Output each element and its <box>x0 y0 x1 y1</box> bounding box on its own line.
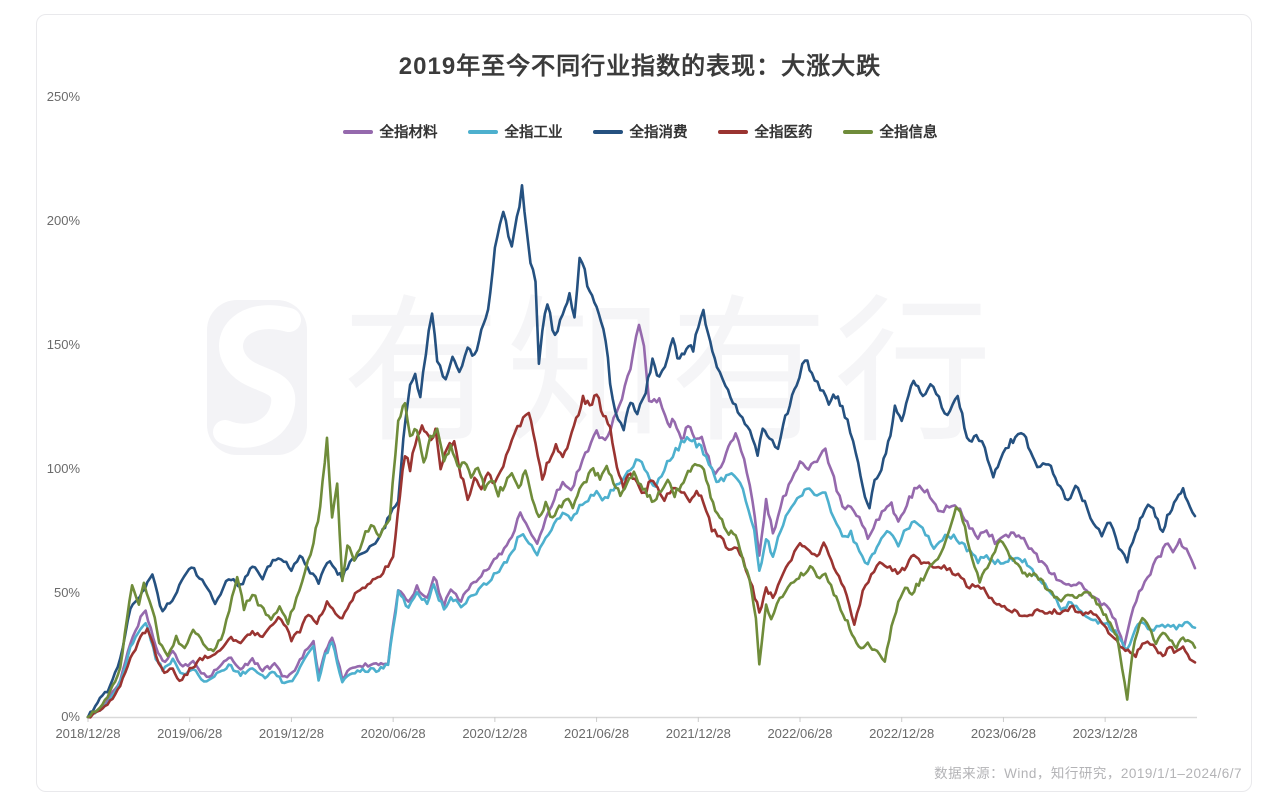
legend-swatch-icon <box>592 129 623 134</box>
legend-item: 全指工业 <box>467 121 563 142</box>
x-axis-tick-label: 2023/06/28 <box>970 726 1036 741</box>
legend-label: 全指信息 <box>879 125 938 141</box>
legend-label: 全指工业 <box>504 125 563 141</box>
series-line-全指医药 <box>86 393 1197 719</box>
source-note: 数据来源：Wind，知行研究，2019/1/1–2024/6/7 <box>934 766 1242 781</box>
x-axis-tick-label: 2022/12/28 <box>869 726 935 741</box>
series-line-全指工业 <box>86 436 1197 719</box>
legend-label: 全指材料 <box>379 125 438 141</box>
legend-label: 全指医药 <box>754 125 813 141</box>
legend-swatch-icon <box>342 129 373 134</box>
legend-item: 全指信息 <box>842 121 938 142</box>
y-axis-tick-label: 0% <box>61 709 80 724</box>
x-axis-tick-label: 2020/12/28 <box>462 726 528 741</box>
legend-item: 全指材料 <box>342 121 438 142</box>
series-line-全指信息 <box>86 401 1197 719</box>
y-axis-tick-label: 250% <box>46 89 80 104</box>
legend-swatch-icon <box>842 129 873 134</box>
legend-swatch-icon <box>717 129 748 134</box>
x-axis-tick-label: 2018/12/28 <box>55 726 121 741</box>
legend-swatch-icon <box>467 129 498 134</box>
y-axis-tick-label: 200% <box>46 213 80 228</box>
series-line-全指消费 <box>86 184 1197 719</box>
series-line-全指材料 <box>86 323 1197 719</box>
x-axis-tick-label: 2021/12/28 <box>665 726 731 741</box>
chart-title: 2019年至今不同行业指数的表现：大涨大跌 <box>398 53 882 80</box>
y-axis-tick-label: 50% <box>53 585 80 600</box>
y-axis-tick-label: 100% <box>46 461 80 476</box>
legend: 全指材料 全指工业 全指消费 全指医药 全指信息 <box>0 121 1280 142</box>
x-axis-tick-label: 2019/12/28 <box>258 726 324 741</box>
legend-item: 全指消费 <box>592 121 688 142</box>
x-axis-tick-label: 2021/06/28 <box>564 726 630 741</box>
y-axis-tick-label: 150% <box>46 337 80 352</box>
x-axis-tick-label: 2019/06/28 <box>157 726 223 741</box>
legend-label: 全指消费 <box>629 125 688 141</box>
x-axis-tick-label: 2023/12/28 <box>1072 726 1138 741</box>
legend-item: 全指医药 <box>717 121 813 142</box>
x-axis-tick-label: 2020/06/28 <box>360 726 426 741</box>
x-axis-tick-label: 2022/06/28 <box>767 726 833 741</box>
